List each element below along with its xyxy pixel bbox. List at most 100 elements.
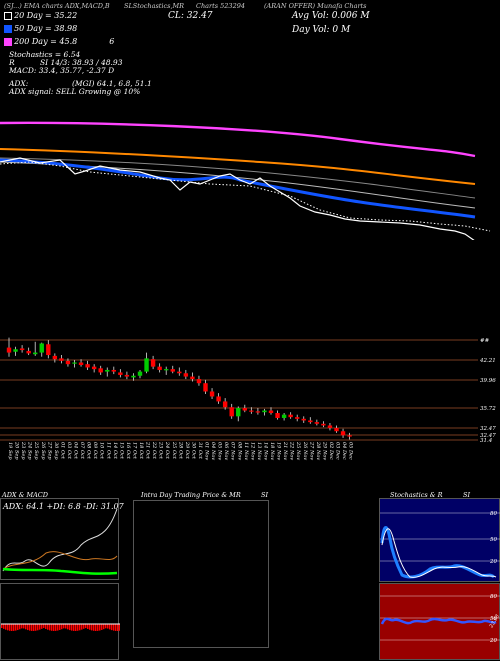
adx-readout: ADX: 64.1 +DI: 6.8 -DI: 31.07 bbox=[3, 502, 124, 511]
candle-body bbox=[314, 422, 320, 424]
candle-body bbox=[157, 366, 162, 370]
candle-body bbox=[327, 425, 333, 428]
candle-body bbox=[177, 371, 182, 374]
legend-ma20: 20 Day = 35.22 bbox=[4, 11, 77, 20]
ma-grey-line-1 bbox=[0, 157, 476, 199]
date-label: 12 Nov bbox=[249, 442, 255, 460]
macd-bar bbox=[1, 624, 3, 628]
candle-body bbox=[111, 369, 116, 372]
candle-body bbox=[183, 373, 189, 377]
candle-body bbox=[347, 435, 352, 437]
price-level-label: 42.21 bbox=[479, 358, 496, 364]
macd-bar bbox=[49, 624, 51, 631]
date-label: 28 Oct bbox=[177, 441, 183, 460]
macd-bar bbox=[103, 624, 105, 630]
legend-ma200: 200 Day = 45.8 6 bbox=[4, 37, 114, 46]
rsi-line bbox=[380, 617, 497, 625]
candles bbox=[6, 337, 352, 440]
ma100-line bbox=[0, 148, 476, 185]
date-label: 29 Nov bbox=[321, 441, 327, 460]
macd-bar bbox=[111, 624, 113, 631]
macd-bar bbox=[35, 624, 37, 631]
date-label: 27 Nov bbox=[308, 441, 314, 460]
date-label: 08 Nov bbox=[236, 442, 242, 460]
date-label: 25 Oct bbox=[171, 441, 177, 460]
stochastics-lines: 80 50 20 bbox=[380, 511, 500, 579]
header-mid2: Charts 523294 bbox=[196, 2, 245, 10]
intraday-title: Intra Day Trading Price & MR bbox=[141, 491, 241, 499]
candle-body bbox=[236, 408, 241, 417]
date-label: 02 Dec bbox=[328, 442, 334, 460]
date-label: 18 Oct bbox=[138, 442, 144, 460]
date-label: 19 Nov bbox=[276, 442, 282, 460]
candle-body bbox=[39, 343, 44, 353]
macd-bar bbox=[57, 624, 59, 631]
candle-body bbox=[26, 350, 31, 354]
candle-body bbox=[144, 358, 149, 372]
macd-bar bbox=[39, 624, 41, 630]
macd-bar bbox=[83, 624, 85, 629]
macd-bar bbox=[33, 624, 35, 631]
date-label: 04 Nov bbox=[210, 442, 216, 460]
date-label: 07 Nov bbox=[230, 442, 236, 460]
candle-body bbox=[190, 376, 195, 380]
rsi-tick-20: 20 bbox=[489, 638, 497, 644]
date-label: 08 Oct bbox=[86, 442, 92, 460]
macd-bar bbox=[119, 624, 120, 631]
macd-bar bbox=[29, 624, 31, 631]
macd-bar bbox=[113, 624, 115, 631]
legend-si-prefix: R bbox=[9, 58, 15, 67]
adx-white-line bbox=[2, 508, 118, 572]
ma200-line bbox=[0, 121, 476, 158]
close-price-label: CL: 32.47 bbox=[168, 11, 213, 21]
date-label: 30 Oct bbox=[190, 442, 196, 460]
date-label: 23 Oct bbox=[158, 441, 164, 460]
macd-bar bbox=[93, 624, 95, 631]
macd-bar bbox=[105, 624, 107, 629]
macd-bar bbox=[77, 624, 79, 631]
date-label: 24 Oct bbox=[164, 441, 170, 460]
candle-body bbox=[275, 413, 280, 418]
candle-body bbox=[124, 374, 130, 377]
adx-macd-title: ADX & MACD bbox=[2, 491, 48, 499]
adx-orange-line bbox=[2, 551, 118, 570]
candle-body bbox=[340, 431, 346, 436]
date-label: 16 Oct bbox=[125, 442, 131, 460]
candle-body bbox=[52, 355, 58, 360]
stochastics-panel: 80 50 20 bbox=[379, 498, 500, 582]
date-label: 22 Oct bbox=[151, 441, 157, 460]
price-level-label: 35.72 bbox=[480, 406, 496, 412]
legend-adx: ADX: bbox=[9, 79, 29, 88]
candle-body bbox=[242, 408, 247, 411]
stoch-k-line bbox=[380, 526, 496, 579]
date-label: 23 Sep bbox=[20, 441, 26, 460]
ma20-swatch-icon bbox=[4, 12, 12, 20]
date-label: 01 Oct bbox=[59, 442, 65, 460]
avg-volume-label: Avg Vol: 0.006 M bbox=[292, 11, 370, 21]
candle-body bbox=[137, 371, 143, 376]
candle-body bbox=[164, 369, 169, 371]
date-label: 11 Nov bbox=[243, 442, 249, 460]
date-label: 09 Oct bbox=[92, 442, 98, 460]
macd-bar bbox=[95, 624, 97, 631]
adx-green-line bbox=[2, 567, 118, 575]
date-label: 15 Oct bbox=[118, 442, 124, 460]
macd-bar bbox=[79, 624, 81, 631]
date-label: 26 Nov bbox=[302, 441, 308, 460]
date-label: 14 Nov bbox=[262, 442, 268, 460]
ma200-swatch-icon bbox=[4, 38, 12, 46]
rsi-tick-80: 80 bbox=[490, 594, 497, 600]
macd-histogram bbox=[1, 623, 120, 631]
candle-body bbox=[281, 414, 287, 418]
macd-bar bbox=[15, 624, 17, 631]
macd-bar bbox=[115, 624, 117, 631]
candle-body bbox=[6, 347, 12, 353]
candle-body bbox=[13, 349, 18, 352]
candle-body bbox=[65, 360, 71, 365]
ma20-text: 20 Day = 35.22 bbox=[14, 11, 78, 20]
rsi-lines: 80 50 20 23.93 bbox=[380, 594, 500, 644]
legend-adx-values: (MGI) 64.1, 6.8, 51.1 bbox=[72, 79, 152, 88]
macd-bar bbox=[3, 624, 5, 629]
date-label: 22 Nov bbox=[289, 441, 295, 460]
